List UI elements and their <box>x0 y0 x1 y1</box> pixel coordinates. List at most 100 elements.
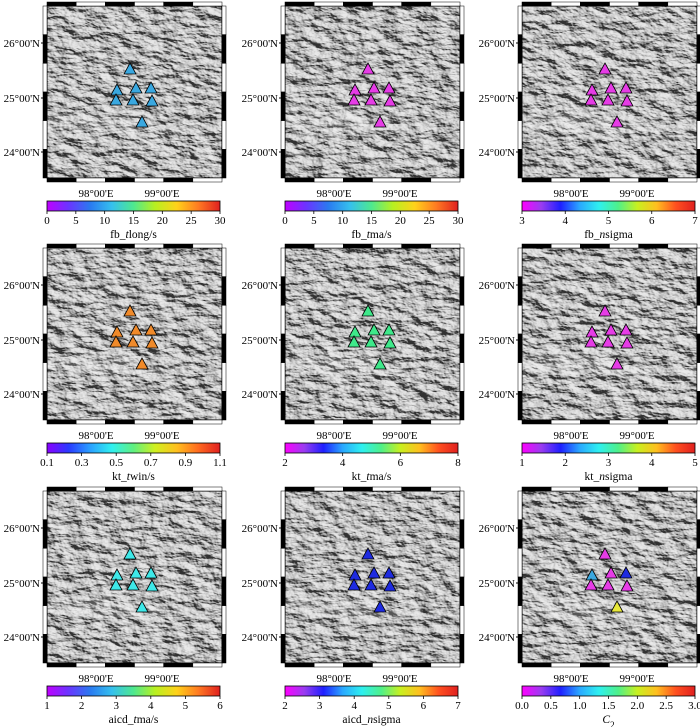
frame-top-seg <box>372 1 402 7</box>
frame-left-seg <box>517 276 523 306</box>
valley-band <box>285 597 460 619</box>
colorbar-tick-label: 0.0 <box>515 700 529 712</box>
frame-bottom-seg <box>430 419 461 425</box>
colorbar-tick-label: 5 <box>73 215 79 227</box>
frame-left-seg <box>42 305 48 335</box>
frame-right-seg <box>696 391 700 421</box>
colorbar-tick-label: 6 <box>649 215 655 227</box>
colorbar-tick-label: 0 <box>44 215 50 227</box>
frame-top-seg <box>192 486 223 492</box>
frame-left-seg <box>517 362 523 392</box>
latitude-label: 26°00'N <box>4 523 40 535</box>
station-triangle <box>123 304 137 317</box>
frame-right-seg <box>459 605 465 635</box>
frame-right-seg <box>459 149 465 179</box>
frame-right-seg <box>221 305 227 335</box>
frame-top-seg <box>134 1 164 7</box>
latitude-label: 25°00'N <box>242 93 278 105</box>
frame-top-seg <box>46 1 77 7</box>
frame-right-seg <box>221 333 227 363</box>
frame-bottom-seg <box>75 419 106 425</box>
colorbar-tick-label: 0.5 <box>544 700 558 712</box>
longitude-label: 99°00'E <box>382 673 417 685</box>
map-panel-c2: 26°00'N 25°00'N 24°00'N 98°00'E 99°00'E 0.0 0.… <box>479 485 700 727</box>
map-panel-kt_tma: 26°00'N 25°00'N 24°00'N 98°00'E 99°00'E 2 4 6 8 k… <box>242 242 478 484</box>
frame-top-seg <box>430 486 461 492</box>
colorbar-tick-label: 15 <box>128 215 140 227</box>
frame-bottom-seg <box>284 419 315 425</box>
station-triangle <box>620 336 634 349</box>
frame-right-seg <box>459 634 465 664</box>
latitude-label: 25°00'N <box>479 578 515 590</box>
station-triangle <box>347 93 361 106</box>
longitude-label: 98°00'E <box>316 430 351 442</box>
frame-right-seg <box>221 362 227 392</box>
frame-right-seg <box>459 247 465 277</box>
latitude-label: 24°00'N <box>4 389 40 401</box>
valley-band <box>285 112 460 134</box>
colorbar-tick-label: 3 <box>317 700 323 712</box>
colorbar-title: fb_tma/s <box>351 229 392 241</box>
frame-bottom-seg <box>105 177 135 183</box>
colorbar <box>521 685 696 697</box>
colorbar-tick-label: 5 <box>183 700 189 712</box>
colorbar-tick-label: 0.7 <box>144 457 158 469</box>
frame-right-seg <box>459 5 465 35</box>
frame-bottom-seg <box>284 662 315 668</box>
frame-bottom-seg <box>343 662 373 668</box>
station-triangle <box>383 579 397 592</box>
station-triangle <box>129 81 143 94</box>
station-triangle <box>610 357 624 370</box>
station-triangle <box>382 323 396 336</box>
frame-top-seg <box>638 243 669 249</box>
frame-top-seg <box>284 486 315 492</box>
frame-top-seg <box>430 1 461 7</box>
frame-bottom-seg <box>75 177 106 183</box>
frame-right-seg <box>221 247 227 277</box>
station-triangle <box>373 357 387 370</box>
panel-svg: 26°00'N 25°00'N 24°00'N 98°00'E 99°00'E 1 2 3 4 5… <box>479 243 700 483</box>
frame-right-seg <box>459 91 465 121</box>
frame-bottom-seg <box>313 662 344 668</box>
frame-left-seg <box>517 576 523 606</box>
station-triangle <box>364 578 378 591</box>
frame-top-seg <box>667 486 698 492</box>
station-triangle <box>347 578 361 591</box>
colorbar-tick-label: 1 <box>519 457 525 469</box>
station-triangle <box>145 94 159 107</box>
frame-top-seg <box>521 486 552 492</box>
frame-top-seg <box>134 486 164 492</box>
frame-right-seg <box>221 149 227 179</box>
frame-top-seg <box>343 486 373 492</box>
latitude-label: 24°00'N <box>479 389 515 401</box>
frame-bottom-seg <box>372 662 402 668</box>
station-triangle <box>598 62 612 75</box>
valley-band <box>522 597 697 619</box>
frame-bottom-seg <box>521 662 552 668</box>
frame-bottom-seg <box>401 419 432 425</box>
station-triangle <box>126 93 140 106</box>
colorbar-tick-label: 4 <box>649 457 655 469</box>
frame-left-seg <box>42 605 48 635</box>
latitude-label: 25°00'N <box>4 335 40 347</box>
frame-left-seg <box>517 605 523 635</box>
station-triangle <box>361 547 375 560</box>
colorbar-tick-label: 10 <box>337 215 349 227</box>
frame-bottom-seg <box>521 419 552 425</box>
frame-bottom-seg <box>550 177 581 183</box>
colorbar-tick-label: 15 <box>366 215 378 227</box>
map-panel-fb_tma: 26°00'N 25°00'N 24°00'N 98°00'E 99°00'E 0 5 10 1… <box>242 0 478 242</box>
station-triangle <box>126 578 140 591</box>
station-triangle <box>373 115 387 128</box>
station-triangle <box>610 600 624 613</box>
frame-bottom-seg <box>580 419 610 425</box>
frame-bottom-seg <box>667 662 698 668</box>
frame-left-seg <box>42 120 48 150</box>
frame-bottom-seg <box>134 177 164 183</box>
longitude-label: 99°00'E <box>144 430 179 442</box>
latitude-label: 25°00'N <box>479 93 515 105</box>
latitude-label: 26°00'N <box>242 523 278 535</box>
longitude-label: 99°00'E <box>382 430 417 442</box>
frame-right-seg <box>459 490 465 520</box>
valley-band <box>47 112 222 134</box>
